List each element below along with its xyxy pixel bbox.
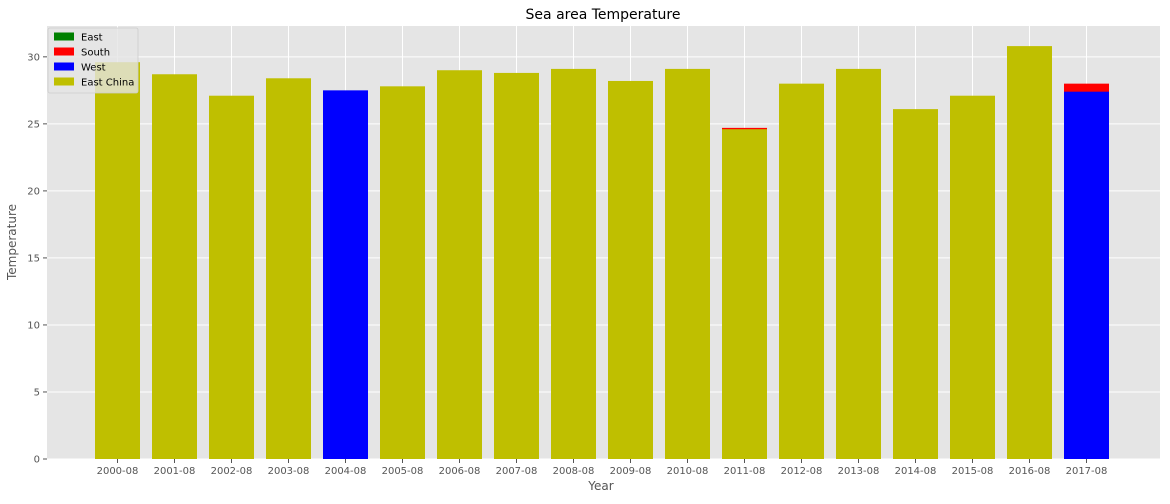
x-tick-label: 2014-08 bbox=[895, 466, 937, 477]
legend-label: South bbox=[81, 48, 110, 59]
legend: East South West East China bbox=[47, 27, 139, 94]
x-tick-label: 2008-08 bbox=[553, 466, 595, 477]
legend-swatch bbox=[54, 47, 74, 56]
y-tick-label: 5 bbox=[34, 387, 40, 398]
y-tick-label: 10 bbox=[27, 320, 40, 331]
x-tick-label: 2016-08 bbox=[1009, 466, 1051, 477]
x-tick-label: 2002-08 bbox=[211, 466, 253, 477]
bar-east-china bbox=[836, 68, 881, 460]
legend-swatch bbox=[54, 32, 74, 41]
bar-east-china bbox=[152, 74, 197, 459]
x-axis-label: Year bbox=[587, 479, 613, 493]
x-tick-label: 2009-08 bbox=[610, 466, 652, 477]
legend-label: West bbox=[81, 63, 106, 74]
y-tick-label: 30 bbox=[27, 52, 40, 63]
x-tick-label: 2000-08 bbox=[97, 466, 139, 477]
bars bbox=[95, 46, 1109, 460]
y-tick-label: 0 bbox=[34, 455, 40, 466]
bar-east-china bbox=[608, 80, 653, 460]
bar-west bbox=[323, 90, 368, 460]
x-tick-label: 2004-08 bbox=[325, 466, 367, 477]
bar-east-china bbox=[266, 78, 311, 459]
x-tick-label: 2003-08 bbox=[268, 466, 310, 477]
x-tick-label: 2007-08 bbox=[496, 466, 538, 477]
chart-title: Sea area Temperature bbox=[526, 7, 681, 23]
bar-east-china bbox=[95, 62, 140, 460]
y-axis-label: Temperature bbox=[5, 204, 19, 281]
y-tick-label: 20 bbox=[27, 186, 40, 197]
x-tick-label: 2001-08 bbox=[154, 466, 196, 477]
bar-east-china bbox=[722, 129, 767, 460]
legend-swatch bbox=[54, 77, 74, 86]
x-tick-label: 2006-08 bbox=[439, 466, 481, 477]
bar-east-china bbox=[665, 68, 710, 460]
bar-west bbox=[1064, 91, 1109, 459]
bar-east-china bbox=[779, 83, 824, 460]
bar-east-china bbox=[950, 95, 995, 459]
x-tick-label: 2011-08 bbox=[724, 466, 766, 477]
x-tick-label: 2017-08 bbox=[1066, 466, 1108, 477]
bar-east-china bbox=[1007, 46, 1052, 459]
y-tick-label: 15 bbox=[27, 253, 40, 264]
bar-east-china bbox=[437, 70, 482, 459]
legend-label: East China bbox=[81, 78, 134, 89]
legend-label: East bbox=[81, 33, 103, 44]
y-tick-label: 25 bbox=[27, 119, 40, 130]
bar-east-china bbox=[494, 72, 539, 460]
legend-swatch bbox=[54, 62, 74, 71]
x-tick-label: 2012-08 bbox=[781, 466, 823, 477]
bar-east-china bbox=[380, 86, 425, 460]
legend-box bbox=[47, 27, 139, 94]
x-tick-label: 2005-08 bbox=[382, 466, 424, 477]
x-tick-label: 2010-08 bbox=[667, 466, 709, 477]
bar-east-china bbox=[209, 95, 254, 459]
x-axis-ticks: 2000-08 2001-08 2002-08 2003-08 2004-08 2005-… bbox=[97, 459, 1108, 477]
x-tick-label: 2013-08 bbox=[838, 466, 880, 477]
y-axis-ticks: 0 5 10 15 20 25 30 bbox=[27, 52, 47, 466]
x-tick-label: 2015-08 bbox=[952, 466, 994, 477]
bar-east-china bbox=[551, 68, 596, 460]
bar-east-china bbox=[893, 109, 938, 459]
